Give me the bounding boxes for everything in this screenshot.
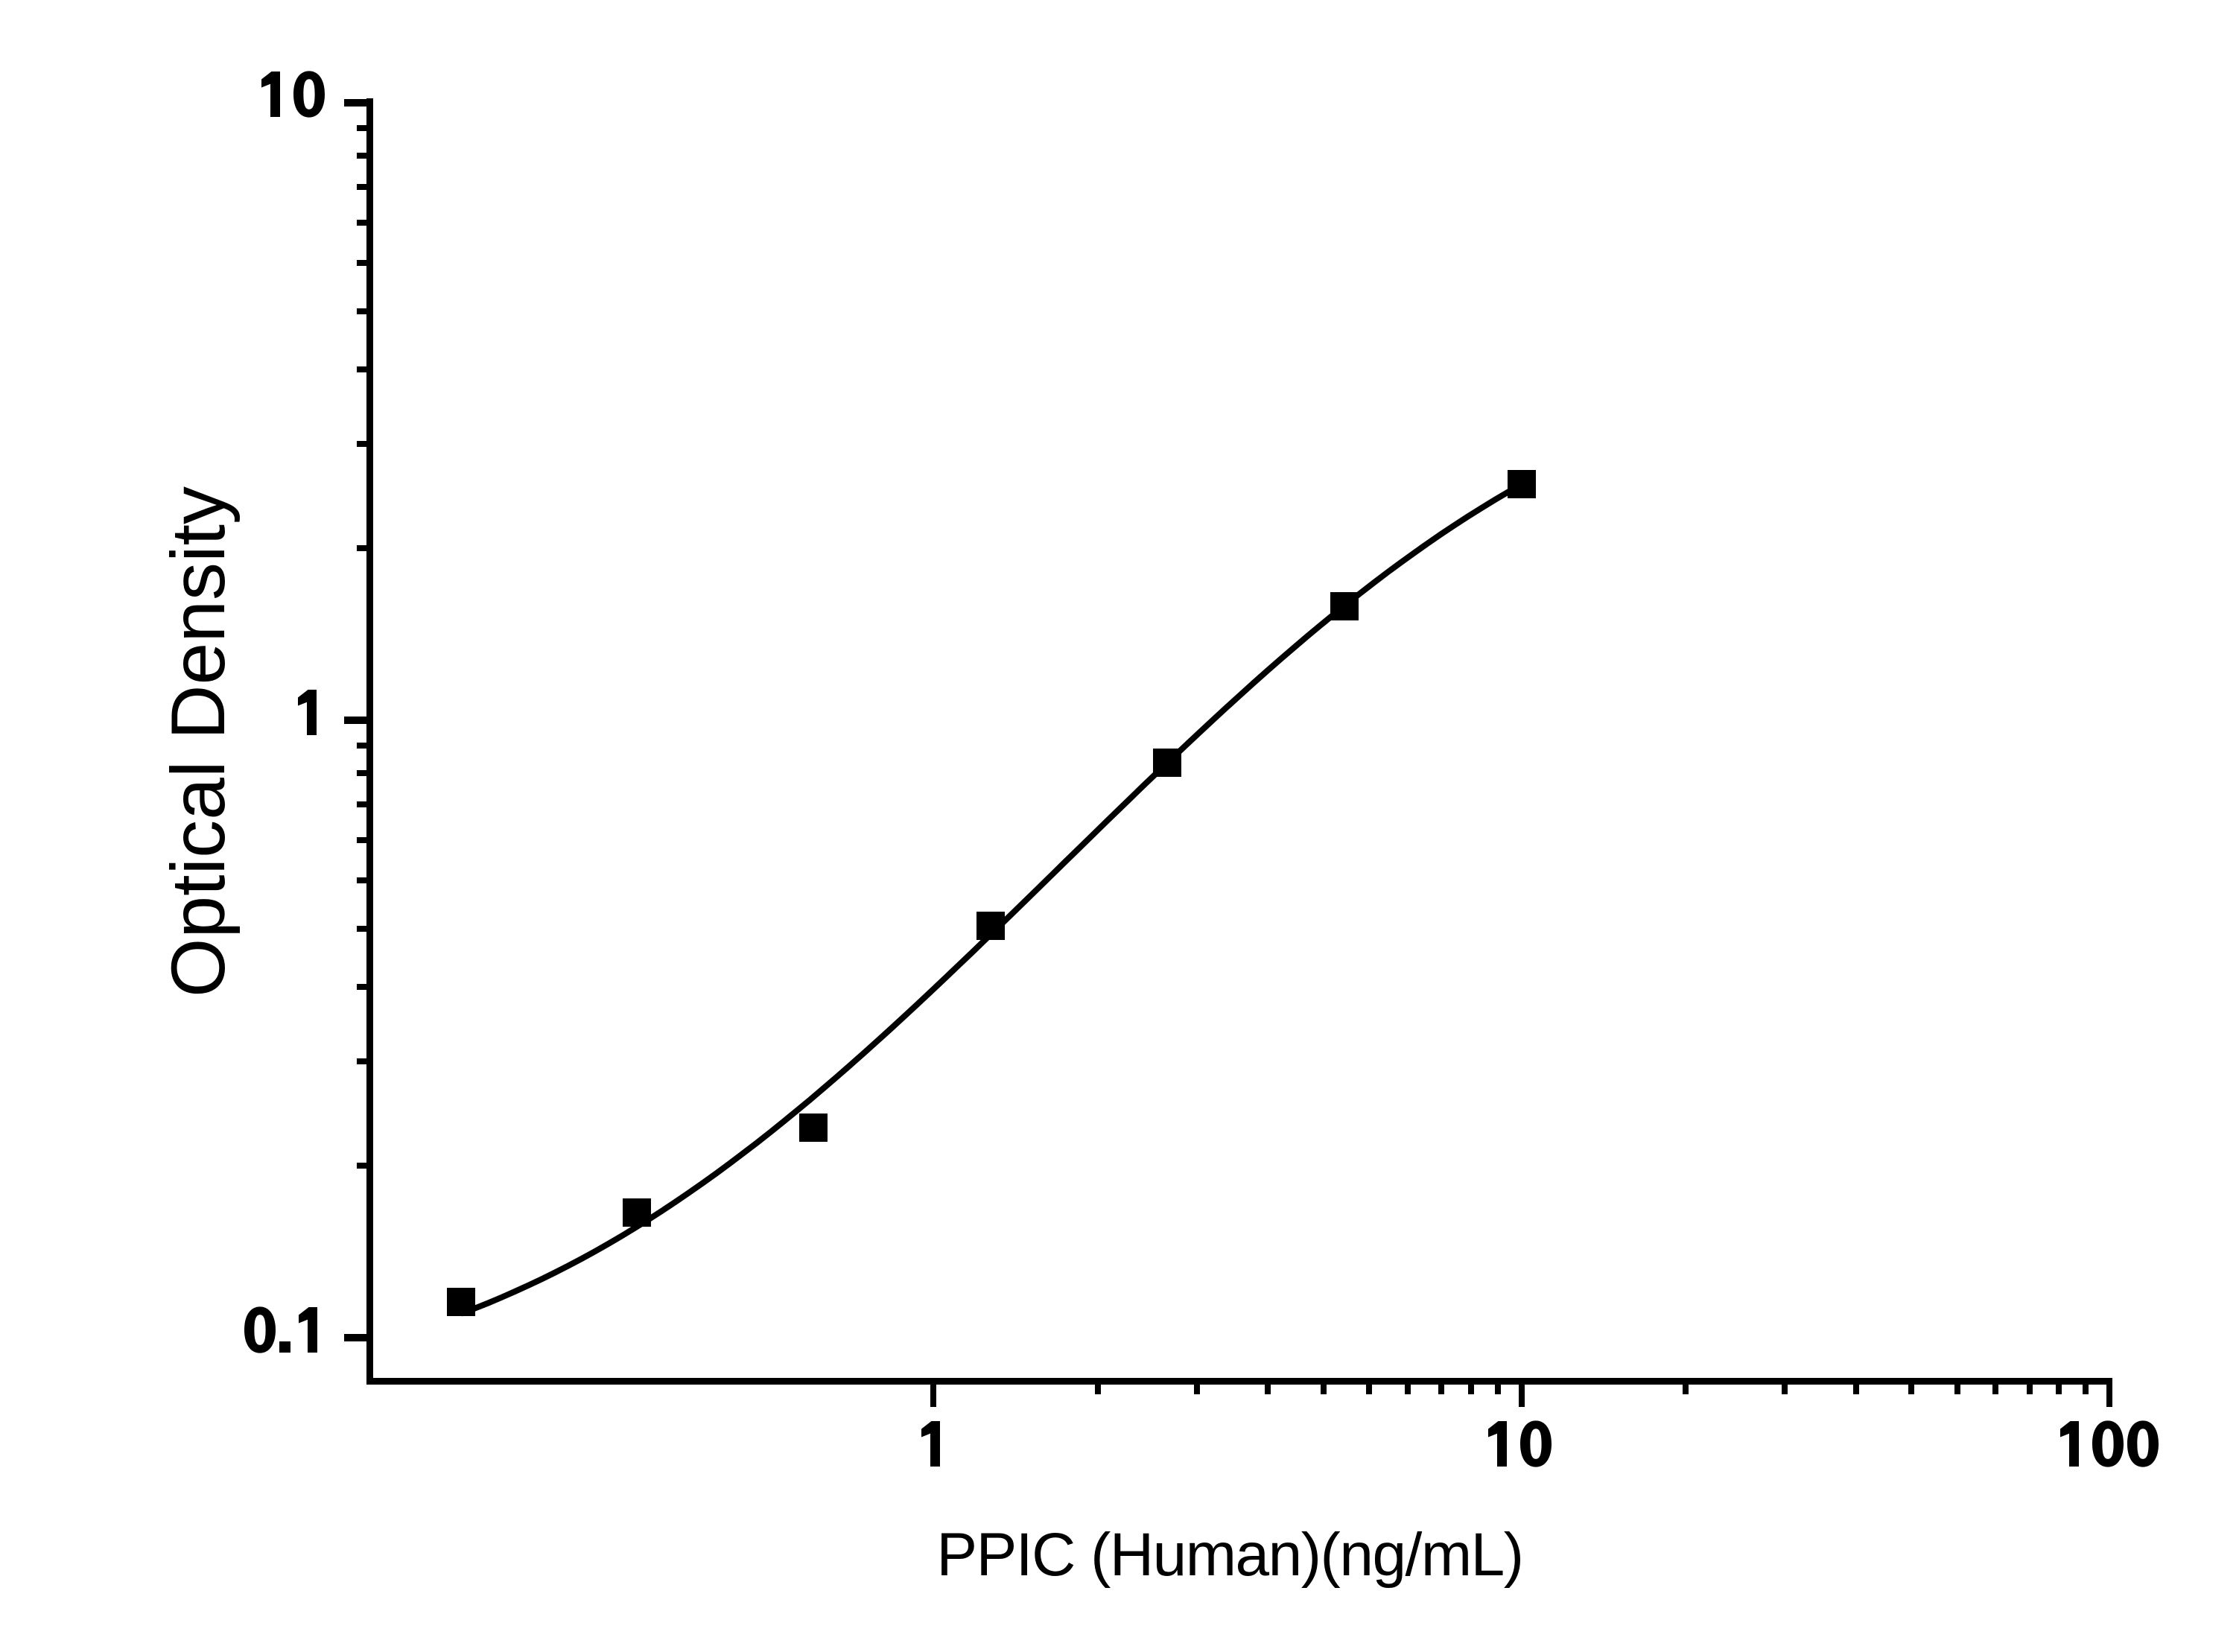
svg-text:Optical Density: Optical Density [156, 486, 241, 997]
svg-text:PPIC (Human)(ng/mL): PPIC (Human)(ng/mL) [936, 1521, 1522, 1589]
